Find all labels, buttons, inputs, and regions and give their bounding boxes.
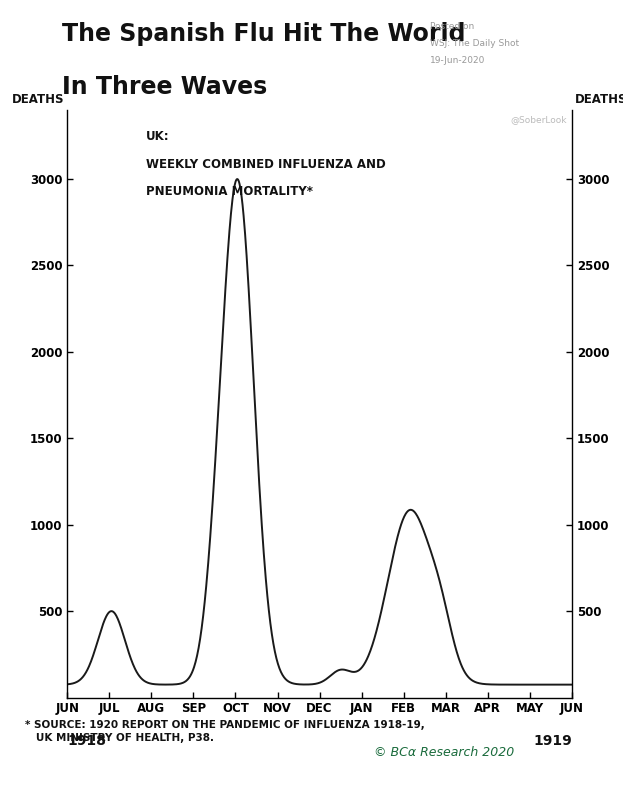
Text: 1918: 1918 bbox=[67, 734, 106, 747]
Text: PNEUMONIA MORTALITY*: PNEUMONIA MORTALITY* bbox=[146, 186, 313, 198]
Text: UK:: UK: bbox=[146, 130, 169, 143]
Text: 1919: 1919 bbox=[533, 734, 572, 747]
Text: DEATHS: DEATHS bbox=[12, 93, 64, 106]
Text: * SOURCE: 1920 REPORT ON THE PANDEMIC OF INFLUENZA 1918-19,
   UK MINISTRY OF HE: * SOURCE: 1920 REPORT ON THE PANDEMIC OF… bbox=[25, 720, 425, 743]
Text: DEATHS: DEATHS bbox=[575, 93, 623, 106]
Text: WSJ: The Daily Shot: WSJ: The Daily Shot bbox=[430, 39, 519, 48]
Text: WEEKLY COMBINED INFLUENZA AND: WEEKLY COMBINED INFLUENZA AND bbox=[146, 158, 385, 171]
Text: In Three Waves: In Three Waves bbox=[62, 75, 267, 99]
Text: Posted on: Posted on bbox=[430, 22, 474, 31]
Text: The Spanish Flu Hit The World: The Spanish Flu Hit The World bbox=[62, 22, 466, 46]
Text: © BCα Research 2020: © BCα Research 2020 bbox=[374, 746, 514, 758]
Text: 19-Jun-2020: 19-Jun-2020 bbox=[430, 56, 485, 65]
Text: @SoberLook: @SoberLook bbox=[510, 115, 567, 125]
